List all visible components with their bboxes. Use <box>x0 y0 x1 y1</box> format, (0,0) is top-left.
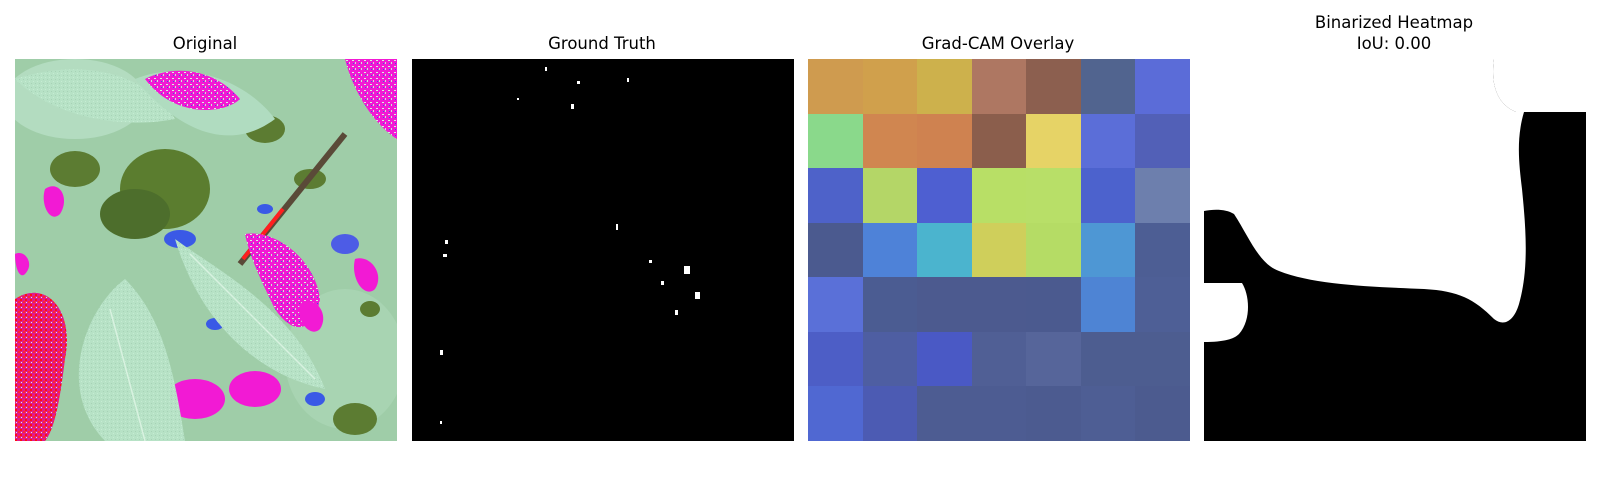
original-image <box>15 59 397 441</box>
gradcam-cell <box>863 332 917 386</box>
gradcam-cell <box>1081 59 1135 114</box>
gradcam-cell <box>917 114 972 168</box>
gradcam-cell <box>1026 332 1081 386</box>
gradcam-cell <box>917 59 972 114</box>
ground-truth-title: Ground Truth <box>411 33 793 54</box>
gradcam-title: Grad-CAM Overlay <box>807 33 1189 54</box>
leaf-photo <box>15 59 397 441</box>
gradcam-cell <box>972 59 1026 114</box>
gradcam-cell <box>808 332 863 386</box>
gradcam-heatmap-grid <box>808 59 1190 441</box>
gradcam-cell <box>863 114 917 168</box>
gradcam-cell <box>1026 386 1081 441</box>
gradcam-cell <box>1135 223 1190 277</box>
gradcam-cell <box>863 168 917 223</box>
gradcam-cell <box>972 386 1026 441</box>
gradcam-cell <box>1026 114 1081 168</box>
gradcam-cell <box>1081 386 1135 441</box>
gradcam-cell <box>1026 168 1081 223</box>
gradcam-cell <box>1135 114 1190 168</box>
gradcam-cell <box>1026 223 1081 277</box>
gradcam-cell <box>972 332 1026 386</box>
gradcam-cell <box>863 386 917 441</box>
gradcam-cell <box>917 386 972 441</box>
gradcam-cell <box>917 277 972 332</box>
gradcam-cell <box>863 277 917 332</box>
gradcam-cell <box>1081 332 1135 386</box>
gradcam-cell <box>1135 332 1190 386</box>
gradcam-overlay <box>808 59 1190 441</box>
original-title-text: Original <box>172 34 238 53</box>
ground-truth-mask <box>412 59 794 441</box>
gradcam-cell <box>808 114 863 168</box>
gradcam-cell <box>972 114 1026 168</box>
gradcam-cell <box>1081 223 1135 277</box>
iou-label: IoU: 0.00 <box>1356 34 1432 53</box>
gradcam-cell <box>808 386 863 441</box>
gradcam-cell <box>1026 59 1081 114</box>
binarized-mask-image <box>1204 59 1586 441</box>
gradcam-cell <box>1135 168 1190 223</box>
binarized-heatmap <box>1204 59 1586 441</box>
gradcam-cell <box>1026 277 1081 332</box>
gradcam-title-text: Grad-CAM Overlay <box>921 34 1075 53</box>
binarized-title-text: Binarized Heatmap <box>1314 13 1474 32</box>
gradcam-cell <box>972 168 1026 223</box>
binarized-title: Binarized Heatmap IoU: 0.00 <box>1203 12 1585 54</box>
gradcam-cell <box>972 223 1026 277</box>
gradcam-cell <box>1081 168 1135 223</box>
gradcam-cell <box>808 59 863 114</box>
gradcam-cell <box>1081 277 1135 332</box>
gradcam-cell <box>1135 386 1190 441</box>
gradcam-cell <box>863 59 917 114</box>
ground-truth-mask-image <box>412 59 794 441</box>
gradcam-cell <box>917 168 972 223</box>
gradcam-cell <box>863 223 917 277</box>
gradcam-cell <box>1081 114 1135 168</box>
ground-truth-title-text: Ground Truth <box>548 34 656 53</box>
gradcam-cell <box>1135 277 1190 332</box>
gradcam-cell <box>917 223 972 277</box>
gradcam-cell <box>808 277 863 332</box>
gradcam-cell <box>917 332 972 386</box>
gradcam-cell <box>808 168 863 223</box>
gradcam-cell <box>808 223 863 277</box>
gradcam-cell <box>972 277 1026 332</box>
gradcam-cell <box>1135 59 1190 114</box>
original-title: Original <box>14 33 396 54</box>
